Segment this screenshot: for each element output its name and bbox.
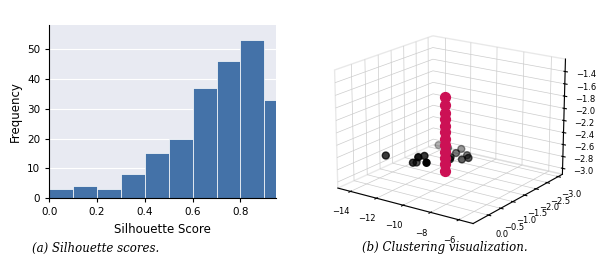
Text: (a) Silhouette scores.: (a) Silhouette scores. <box>31 242 159 254</box>
Bar <box>265 100 288 198</box>
Bar <box>193 88 217 198</box>
X-axis label: Silhouette Score: Silhouette Score <box>114 223 211 236</box>
Bar <box>97 189 121 198</box>
Text: (b) Clustering visualization.: (b) Clustering visualization. <box>362 242 528 254</box>
Bar <box>145 153 169 198</box>
Bar <box>241 40 265 198</box>
Y-axis label: Frequency: Frequency <box>9 81 21 142</box>
Bar <box>121 174 145 198</box>
Bar <box>217 61 241 198</box>
Bar <box>49 189 73 198</box>
Bar <box>73 186 97 198</box>
Bar <box>169 139 193 198</box>
